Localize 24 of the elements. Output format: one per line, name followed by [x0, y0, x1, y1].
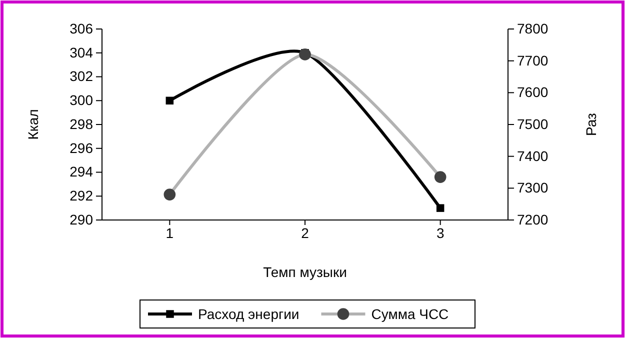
y-tick-label: 304: [70, 44, 94, 60]
y-tick-label: 294: [70, 164, 94, 180]
x-tick-label: 3: [436, 224, 444, 241]
legend-label: Расход энергии: [198, 306, 300, 322]
x-tick-label: 1: [166, 224, 174, 241]
x-axis-title: Темп музыки: [263, 264, 347, 280]
y2-tick-label: 7500: [517, 116, 548, 132]
y-tick-label: 306: [70, 20, 94, 36]
y2-tick-label: 7800: [517, 20, 548, 36]
y2-tick-label: 7400: [517, 148, 548, 164]
legend-label: Сумма ЧСС: [371, 306, 449, 322]
y-tick-label: 298: [70, 116, 94, 132]
y2-axis-title: Раз: [583, 113, 599, 136]
x-tick-label: 2: [301, 224, 310, 241]
y-tick-label: 302: [70, 68, 94, 84]
y-tick-label: 296: [70, 140, 94, 156]
y-tick-label: 300: [70, 92, 94, 108]
y-axis-title: Ккал: [25, 109, 41, 140]
y-tick-label: 290: [70, 211, 94, 228]
y2-tick-label: 7700: [517, 52, 548, 68]
y-tick-label: 292: [70, 188, 94, 204]
y2-tick-label: 7300: [517, 180, 548, 196]
y2-tick-label: 7200: [517, 211, 548, 228]
y2-tick-label: 7600: [517, 84, 548, 100]
